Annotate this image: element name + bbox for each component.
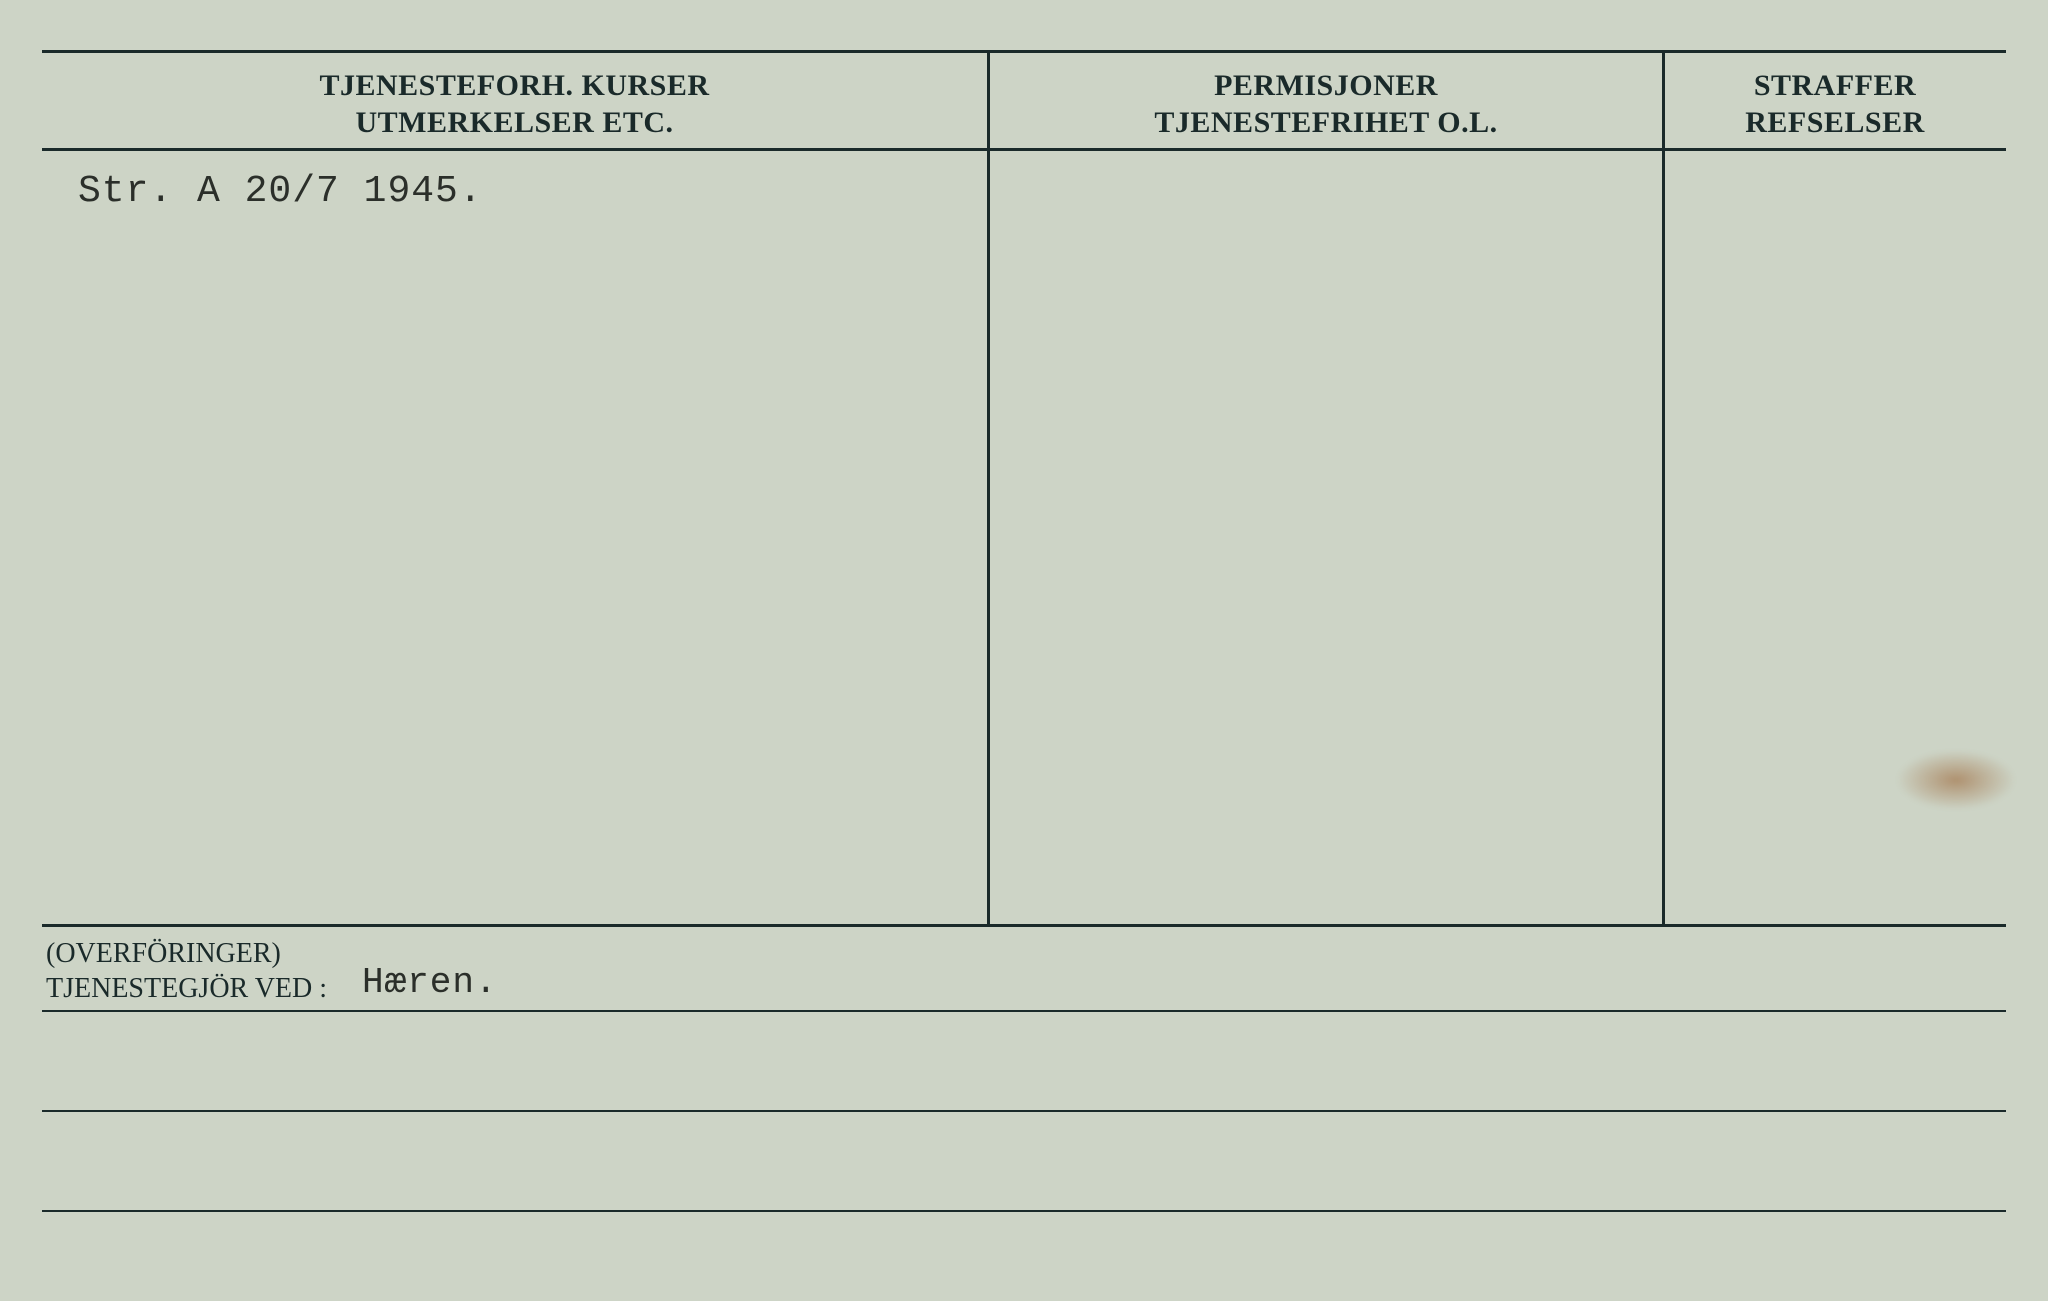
column-header-3: STRAFFER REFSELSER [1665,64,2005,144]
rule-vertical-2 [1662,50,1665,924]
column1-line2: UTMERKELSER ETC. [355,104,673,142]
card-inner: TJENESTEFORH. KURSER UTMERKELSER ETC. PE… [42,50,2006,1261]
rule-footer-3 [42,1210,2006,1212]
paper-stain [1896,750,2016,810]
footer-label-line1: (OVERFÖRINGER) [46,938,281,969]
rule-footer-1 [42,1010,2006,1012]
column3-line2: REFSELSER [1745,104,1925,142]
record-card: TJENESTEFORH. KURSER UTMERKELSER ETC. PE… [0,0,2048,1301]
column-header-1: TJENESTEFORH. KURSER UTMERKELSER ETC. [42,64,987,144]
column2-line2: TJENESTEFRIHET O.L. [1154,104,1497,142]
rule-vertical-1 [987,50,990,924]
rule-body-bottom [42,924,2006,927]
rule-footer-2 [42,1110,2006,1112]
column1-line1: TJENESTEFORH. KURSER [319,67,709,105]
column2-line1: PERMISJONER [1214,67,1438,105]
column1-entry: Str. A 20/7 1945. [78,170,483,213]
footer-label: (OVERFÖRINGER) TJENESTEGJÖR VED : [46,936,327,1006]
footer-label-line2: TJENESTEGJÖR VED : [46,973,327,1004]
rule-top [42,50,2006,53]
column-header-2: PERMISJONER TJENESTEFRIHET O.L. [990,64,1662,144]
rule-header-bottom [42,148,2006,151]
footer-value: Hæren. [362,962,498,1003]
column3-line1: STRAFFER [1754,67,1916,105]
